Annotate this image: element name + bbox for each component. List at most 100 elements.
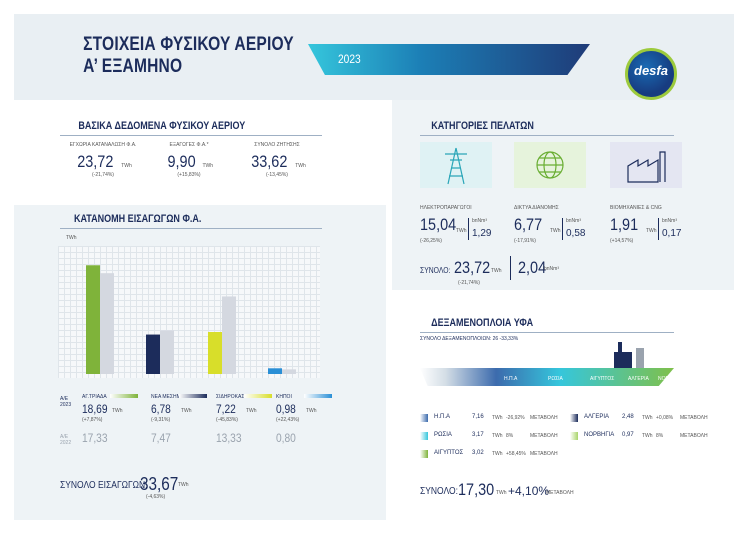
kpi-unit: TWh — [202, 163, 214, 169]
customer-label: ΒΙΟΜΗΧΑΝΙΕΣ & CNG — [610, 205, 662, 211]
bar-2023 — [86, 265, 100, 374]
customer-change: (+14,57%) — [610, 238, 634, 244]
lng-section-title: ΔΕΞΑΜΕΝΟΠΛΟΙΑ ΥΦΑ — [431, 317, 534, 329]
customer-bcm-unit: bnNm³ — [566, 218, 582, 224]
import-unit: TWh — [306, 408, 317, 414]
kpi-unit: TWh — [295, 163, 306, 169]
import-change: (-45,83%) — [216, 417, 238, 423]
year-banner — [308, 44, 590, 75]
lng-country-share: 8% — [656, 433, 664, 439]
lng-country-share-suffix: ΜΕΤΑΒΟΛΗ — [530, 451, 558, 457]
import-change: (+22,43%) — [276, 417, 300, 423]
customers-total-unit: TWh — [491, 268, 502, 274]
lng-total-value: 17,30 — [458, 480, 495, 499]
lng-country-unit: TWh — [492, 415, 503, 421]
kpi-value: 9,90 — [167, 152, 196, 171]
lng-country-share-suffix: ΜΕΤΑΒΟΛΗ — [530, 433, 558, 439]
lng-country-unit: TWh — [642, 433, 653, 439]
lng-total-change-suffix: ΜΕΤΑΒΟΛΗ — [546, 490, 574, 496]
imports-section-divider — [60, 228, 322, 229]
import-current-value: 7,22 — [216, 402, 236, 416]
customer-unit: TWh — [646, 228, 657, 234]
imports-chart-area — [58, 246, 320, 378]
lng-band-label: ΡΩΣΙΑ — [548, 376, 563, 382]
lng-band-label: ΑΙΓΥΠΤΟΣ — [590, 376, 615, 382]
customers-total-divider — [510, 256, 511, 280]
lng-country-swatch — [570, 414, 578, 422]
lng-country-swatch — [570, 432, 578, 440]
customers-section-divider — [420, 135, 674, 136]
lng-country-share: 8% — [506, 433, 514, 439]
lng-country-name: ΑΙΓΥΠΤΟΣ — [434, 450, 464, 456]
logo-text: desfa — [634, 63, 668, 78]
customer-unit: TWh — [456, 228, 467, 234]
import-color-bar — [179, 394, 207, 398]
import-current-value: 0,98 — [276, 402, 296, 416]
lng-route-band — [420, 368, 674, 386]
customers-section-title: ΚΑΤΗΓΟΡΙΕΣ ΠΕΛΑΤΩΝ — [431, 120, 534, 132]
year-prev-label: Α/Ε 2022 — [60, 434, 72, 446]
customers-total-bcm: 2,04 — [518, 258, 547, 277]
import-name: ΝΕΑ ΜΕΣΗΜΒΡΙΑ — [151, 394, 193, 400]
imports-bar-chart — [86, 265, 296, 374]
lng-band-label: ΝΟΡΒΗΓΙΑ — [658, 376, 684, 382]
kpi-total-demand: ΣΥΝΟΛΟ ΖΗΤΗΣΗΣ 33,62 TWh (-13,45%) — [236, 142, 318, 178]
lng-band-label: ΑΛΓΕΡΙΑ — [628, 376, 649, 382]
lng-total-unit: TWh — [496, 490, 507, 496]
lng-subtitle-count: 26 — [492, 336, 499, 342]
import-unit: TWh — [246, 408, 257, 414]
title-line-1: ΣΤΟΙΧΕΙΑ ΦΥΣΙΚΟΥ ΑΕΡΙΟΥ — [83, 34, 294, 55]
import-change: (+7,87%) — [82, 417, 103, 423]
imports-total-label: ΣΥΝΟΛΟ ΕΙΣΑΓΩΓΩΝ: — [60, 480, 148, 491]
lng-total-change: +4,10% — [508, 484, 550, 498]
customer-bcm-value: 1,29 — [472, 228, 492, 239]
import-color-bar — [110, 394, 138, 398]
lng-country-value: 3,17 — [472, 432, 484, 438]
lng-country-swatch — [420, 432, 428, 440]
kpi-exports: ΕΞΑΓΩΓΕΣ Φ.Α.* 9,90 TWh (+15,83%) — [148, 142, 230, 178]
kpi-value: 33,62 — [251, 152, 288, 171]
import-current-value: 6,78 — [151, 402, 171, 416]
bar-2023 — [146, 334, 160, 374]
lng-country-value: 0,97 — [622, 432, 634, 438]
import-unit: TWh — [181, 408, 192, 414]
customer-value: 1,91 — [610, 215, 639, 234]
lng-country-share: +58,45% — [506, 451, 526, 457]
lng-country-name: Η.Π.Α — [434, 414, 451, 420]
customer-divider — [468, 218, 469, 240]
lng-country-share-suffix: ΜΕΤΑΒΟΛΗ — [680, 433, 708, 439]
customers-panel — [392, 100, 734, 290]
page-title: ΣΤΟΙΧΕΙΑ ΦΥΣΙΚΟΥ ΑΕΡΙΟΥ Α’ ΕΞΑΜΗΝΟ — [83, 34, 294, 78]
kpi-domestic: ΕΓΧΩΡΙΑ ΚΑΤΑΝΑΛΩΣΗ Φ.Α. 23,72 TWh (-21,7… — [62, 142, 144, 178]
import-prev-value: 0,80 — [276, 431, 296, 445]
bar-2023 — [208, 331, 222, 374]
lng-section-divider — [420, 332, 674, 333]
customer-value: 6,77 — [514, 215, 543, 234]
kpi-unit: TWh — [121, 163, 132, 169]
import-current-value: 18,69 — [82, 402, 108, 416]
basic-section-title: ΒΑΣΙΚΑ ΔΕΔΟΜΕΝΑ ΦΥΣΙΚΟΥ ΑΕΡΙΟΥ — [78, 120, 246, 132]
customer-bcm-value: 0,17 — [662, 228, 682, 239]
kpi-value: 23,72 — [77, 152, 114, 171]
import-change: (-9,31%) — [151, 417, 171, 423]
lng-subtitle-label: ΣΥΝΟΛΟ ΔΕΞΑΜΕΝΟΠΛΟΙΩΝ: — [420, 336, 492, 342]
kpi-label: ΕΓΧΩΡΙΑ ΚΑΤΑΝΑΛΩΣΗ Φ.Α. — [69, 142, 137, 148]
imports-total-unit: TWh — [178, 482, 189, 488]
lng-total-label: ΣΥΝΟΛΟ: — [420, 486, 458, 497]
import-color-bar — [304, 394, 332, 398]
import-name: ΑΓ.ΤΡΙΑΔΑ — [82, 394, 107, 400]
bar-2023 — [268, 368, 282, 374]
kpi-change: (-13,45%) — [266, 172, 288, 178]
import-color-bar — [244, 394, 272, 398]
lng-country-value: 3,02 — [472, 450, 484, 456]
globe-network-icon — [514, 142, 586, 188]
lng-country-unit: TWh — [492, 433, 503, 439]
kpi-label: ΕΞΑΓΩΓΕΣ Φ.Α.* — [169, 142, 209, 148]
customer-bcm-value: 0,58 — [566, 228, 586, 239]
bar-2022 — [222, 296, 236, 374]
year-label: 2023 — [338, 52, 361, 66]
customers-total-bcm-unit: bnNm³ — [544, 266, 560, 272]
basic-section-divider — [60, 135, 322, 136]
lng-country-unit: TWh — [642, 415, 653, 421]
customer-unit: TWh — [550, 228, 561, 234]
